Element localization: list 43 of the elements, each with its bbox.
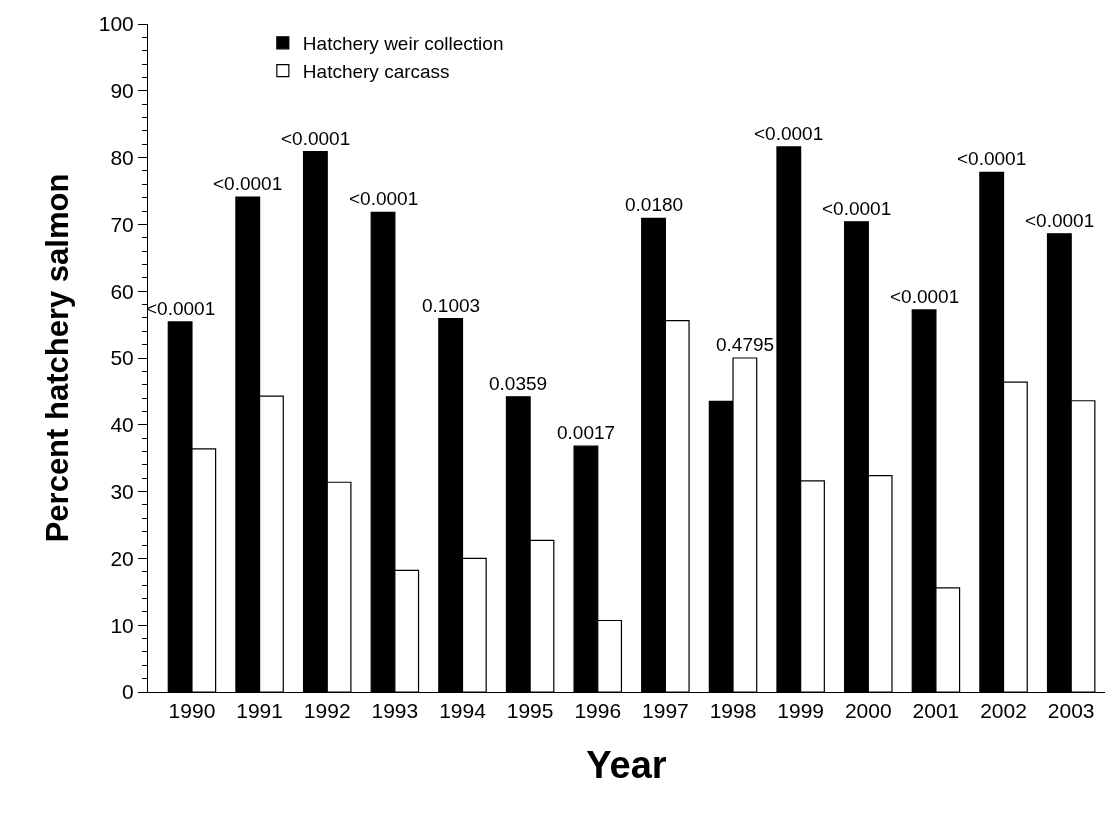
y-tick-label: 0 [122, 680, 134, 704]
annotation: <0.0001 [213, 173, 283, 194]
y-tick-label: 50 [110, 346, 134, 370]
annotation: <0.0001 [146, 298, 216, 319]
y-axis-title: Percent hatchery salmon [40, 173, 76, 543]
annotation: <0.0001 [754, 123, 824, 144]
x-tick-label: 2002 [980, 699, 1027, 723]
y-tick-label: 90 [110, 79, 134, 103]
x-tick-label: 2003 [1047, 699, 1095, 723]
y-tick-label: 60 [110, 279, 134, 303]
y-tick-label: 20 [110, 546, 134, 570]
y-tick-label: 10 [110, 613, 134, 637]
annotation: 0.4795 [716, 334, 775, 355]
y-tick-label: 40 [110, 413, 134, 437]
annotation: 0.1003 [422, 295, 481, 316]
x-tick-label: 1995 [506, 699, 554, 723]
x-tick-label: 1994 [439, 699, 487, 723]
annotation: <0.0001 [1025, 210, 1095, 231]
annotation: <0.0001 [957, 148, 1027, 169]
annotation: 0.0180 [625, 194, 684, 215]
x-tick-label: 1996 [574, 699, 622, 723]
y-tick-label: 30 [110, 479, 134, 503]
x-tick-label: 2000 [844, 699, 892, 723]
x-axis-title: Year [586, 744, 667, 787]
x-tick-label: 1991 [236, 699, 283, 723]
x-tick-label: 1990 [168, 699, 216, 723]
y-tick-label: 100 [98, 12, 134, 36]
annotation: 0.0359 [489, 373, 548, 394]
annotation: <0.0001 [890, 286, 960, 307]
legend-label: Hatchery carcass [302, 60, 450, 82]
annotation: 0.0017 [557, 422, 616, 443]
annotation: <0.0001 [822, 198, 892, 219]
annotation: <0.0001 [281, 128, 351, 149]
x-tick-label: 1997 [642, 699, 689, 723]
x-tick-label: 1992 [303, 699, 351, 723]
x-tick-label: 1999 [777, 699, 825, 723]
annotation: <0.0001 [349, 188, 419, 209]
x-tick-label: 2001 [912, 699, 960, 723]
y-tick-label: 80 [110, 145, 134, 169]
x-tick-label: 1993 [371, 699, 419, 723]
y-tick-label: 70 [110, 212, 134, 236]
legend-label: Hatchery weir collection [302, 33, 504, 55]
x-tick-label: 1998 [709, 699, 757, 723]
